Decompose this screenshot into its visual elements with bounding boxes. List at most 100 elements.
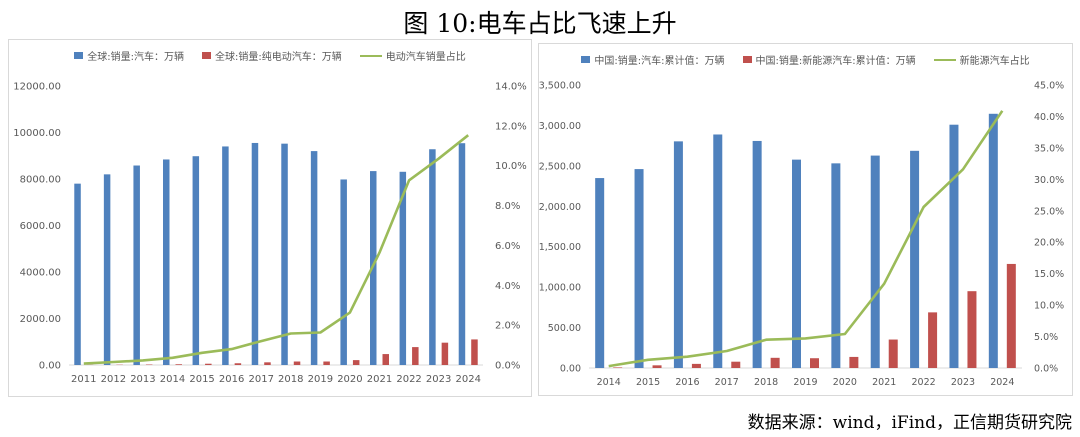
x-tick-label: 2021: [367, 374, 392, 385]
legend-label: 全球:销量:纯电动汽车：万辆: [215, 52, 342, 63]
x-tick-label: 2023: [426, 374, 451, 385]
bar-total-sales: [910, 150, 920, 368]
y-right-tick-label: 30.0%: [1034, 175, 1064, 186]
bar-ev-sales: [352, 360, 360, 365]
chart-plot-area: 0.00 500.00 1,000.00 1,500.00 2,000.00 2,500.…: [539, 81, 1064, 389]
legend-label: 电动汽车销量占比: [385, 52, 466, 63]
y-right-tick-label: 40.0%: [1034, 112, 1064, 123]
x-tick-label: 2022: [396, 374, 421, 385]
legend-label: 全球:销量:汽车：万辆: [87, 52, 184, 63]
bar-ev-sales: [382, 354, 389, 365]
legend-item-global-bev: 全球:销量:纯电动汽车：万辆: [202, 48, 342, 63]
y-left-tick-label: 2000.00: [20, 314, 61, 325]
bar-total-sales: [251, 142, 259, 365]
x-tick-label: 2017: [248, 374, 273, 385]
x-tick-label: 2023: [951, 377, 975, 388]
y-right-tick-label: 5.0%: [1034, 332, 1058, 343]
bar-total-sales: [870, 155, 880, 368]
x-tick-label: 2013: [130, 374, 155, 385]
legend-swatch: [933, 58, 956, 61]
bar-total-sales: [103, 174, 111, 365]
x-tick-label: 2015: [189, 374, 214, 385]
x-tick-label: 2015: [636, 377, 660, 388]
x-tick-label: 2016: [675, 377, 699, 388]
x-tick-label: 2021: [872, 377, 896, 388]
bar-total-sales: [595, 178, 605, 368]
y-left-tick-label: 2,500.00: [539, 161, 581, 172]
legend-swatch: [202, 52, 211, 59]
y-right-tick-label: 0.0%: [1034, 364, 1058, 375]
bar-total-sales: [458, 143, 466, 365]
y-right-tick-label: 10.0%: [495, 161, 527, 172]
y-right-tick-label: 12.0%: [495, 121, 527, 132]
y-right-tick-label: 35.0%: [1034, 143, 1064, 154]
y-left-tick-label: 12000.00: [13, 82, 61, 93]
chart-plot-area: 0.00 2000.00 4000.00 6000.00 8000.00 10000.00…: [13, 82, 527, 386]
x-tick-label: 2024: [990, 377, 1014, 388]
x-tick-label: 2014: [597, 377, 621, 388]
bar-ev-sales: [323, 361, 330, 365]
bar-total-sales: [281, 143, 288, 365]
bar-ev-sales: [205, 363, 212, 365]
bar-total-sales: [399, 171, 407, 365]
y-left-tick-label: 2,000.00: [539, 202, 581, 213]
y-left-tick-label: 0.00: [560, 364, 581, 375]
y-left-tick-label: 6000.00: [20, 221, 61, 232]
y-left-tick-label: 4000.00: [20, 268, 61, 279]
bar-total-sales: [429, 149, 436, 365]
x-tick-label: 2022: [911, 377, 935, 388]
ev-share-line: [608, 110, 1004, 368]
legend-swatch: [74, 52, 84, 59]
global-sales-chart: 全球:销量:汽车：万辆 全球:销量:纯电动汽车：万辆 电动汽车销量占比 0.00…: [8, 39, 532, 397]
x-tick-label: 2019: [308, 374, 333, 385]
x-tick-label: 2014: [160, 374, 185, 385]
bar-total-sales: [310, 151, 318, 365]
y-right-tick-label: 0.0%: [495, 361, 520, 372]
bar-ev-sales: [770, 357, 780, 368]
bar-total-sales: [133, 165, 140, 365]
bar-total-sales: [340, 179, 347, 365]
bar-total-sales: [222, 146, 229, 365]
bar-ev-sales: [264, 362, 271, 365]
y-right-tick-label: 25.0%: [1034, 206, 1064, 217]
legend-label: 中国:销量:汽车:累计值：万辆: [594, 56, 725, 67]
y-left-tick-label: 3,500.00: [539, 81, 581, 92]
bar-ev-sales: [175, 364, 182, 365]
y-right-tick-label: 2.0%: [495, 321, 520, 332]
bar-total-sales: [713, 134, 723, 368]
y-right-tick-label: 20.0%: [1034, 238, 1064, 249]
bar-total-sales: [673, 141, 683, 368]
x-tick-label: 2020: [337, 374, 362, 385]
x-tick-label: 2018: [278, 374, 303, 385]
legend-swatch: [581, 56, 591, 63]
legend-label: 中国:销量:新能源汽车:累计值：万辆: [755, 56, 916, 67]
y-right-tick-label: 10.0%: [1034, 301, 1064, 312]
y-right-tick-label: 45.0%: [1034, 81, 1064, 92]
legend-swatch: [359, 54, 382, 57]
bar-ev-sales: [441, 342, 449, 365]
source-note: 数据来源：wind，iFind，正信期货研究院: [747, 413, 1072, 433]
figure-title: 图 10:电车占比飞速上升: [403, 9, 677, 38]
bar-ev-sales: [928, 312, 938, 368]
y-right-tick-label: 15.0%: [1034, 269, 1064, 280]
bar-ev-sales: [293, 361, 301, 365]
y-left-tick-label: 3,000.00: [539, 121, 581, 132]
y-left-tick-label: 0.00: [39, 361, 61, 372]
legend-item-china-cars: 中国:销量:汽车:累计值：万辆: [581, 52, 725, 67]
x-tick-label: 2017: [715, 377, 739, 388]
y-right-tick-label: 8.0%: [495, 201, 520, 212]
bar-total-sales: [634, 169, 644, 368]
chart-legend: 中国:销量:汽车:累计值：万辆 中国:销量:新能源汽车:累计值：万辆 新能源汽车…: [539, 52, 1072, 67]
bar-ev-sales: [691, 363, 701, 368]
bar-ev-sales: [613, 367, 623, 368]
x-tick-label: 2012: [101, 374, 126, 385]
bar-total-sales: [192, 156, 200, 365]
bar-ev-sales: [234, 363, 242, 365]
bar-total-sales: [831, 163, 841, 368]
y-left-tick-label: 10000.00: [13, 128, 61, 139]
y-left-tick-label: 8000.00: [20, 175, 61, 186]
china-sales-chart: 中国:销量:汽车:累计值：万辆 中国:销量:新能源汽车:累计值：万辆 新能源汽车…: [538, 43, 1073, 396]
y-right-tick-label: 6.0%: [495, 241, 520, 252]
bar-ev-sales: [1006, 263, 1016, 368]
bar-total-sales: [949, 124, 959, 368]
